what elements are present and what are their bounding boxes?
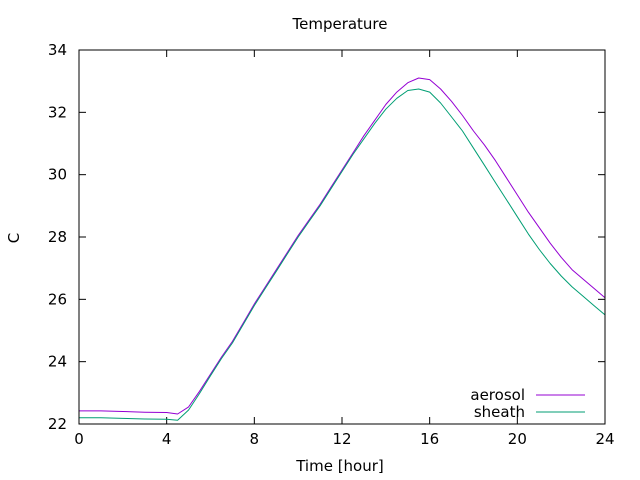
y-axis-label: C	[5, 233, 23, 243]
y-tick-label: 32	[48, 103, 67, 121]
x-axis-label: Time [hour]	[295, 457, 384, 475]
series-line-sheath	[79, 88, 606, 421]
series-layer	[79, 77, 606, 421]
y-tick-label: 30	[48, 166, 67, 184]
x-tick-label: 12	[332, 430, 351, 448]
legend-label-sheath: sheath	[474, 403, 525, 421]
legend-label-aerosol: aerosol	[470, 386, 525, 404]
x-tick-label: 4	[162, 430, 172, 448]
series-line-aerosol	[79, 77, 606, 415]
y-tick-label: 34	[48, 41, 67, 59]
x-tick-label: 0	[74, 430, 84, 448]
x-tick-label: 8	[250, 430, 260, 448]
chart-title: Temperature	[291, 15, 387, 33]
x-tick-label: 20	[508, 430, 527, 448]
y-tick-label: 22	[48, 415, 67, 433]
x-tick-label: 16	[420, 430, 439, 448]
x-tick-label: 24	[595, 430, 614, 448]
y-tick-label: 24	[48, 353, 67, 371]
y-tick-label: 28	[48, 228, 67, 246]
plot-area-frame	[78, 49, 606, 425]
y-tick-label: 26	[48, 290, 67, 308]
tick-layer: 0 4 8 12 16 20 24 22 24 26 28 30 32 34	[48, 41, 615, 448]
